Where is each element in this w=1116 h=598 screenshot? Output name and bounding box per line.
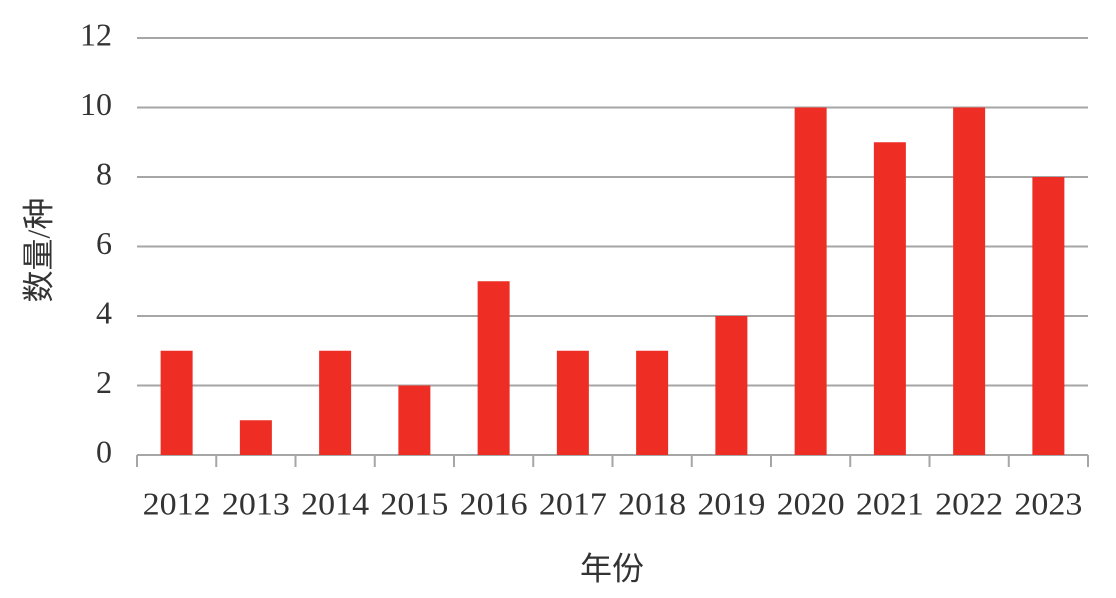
x-tick-label: 2012 xyxy=(143,485,211,521)
y-tick-label: 8 xyxy=(96,155,112,191)
x-tick-label: 2016 xyxy=(460,485,528,521)
bar xyxy=(953,107,986,455)
y-tick-label: 4 xyxy=(96,294,112,330)
bar xyxy=(556,350,589,455)
bar xyxy=(636,350,669,455)
x-tick-label: 2014 xyxy=(301,485,369,521)
y-tick-label: 12 xyxy=(80,16,112,52)
y-axis-title: 数量/种 xyxy=(20,198,56,303)
x-tick-label: 2021 xyxy=(856,485,924,521)
bar xyxy=(160,350,193,455)
y-tick-label: 10 xyxy=(80,86,112,122)
bar xyxy=(1032,177,1065,455)
x-tick-label: 2023 xyxy=(1014,485,1082,521)
bar xyxy=(477,281,510,455)
y-tick-label: 6 xyxy=(96,225,112,261)
x-tick-label: 2017 xyxy=(539,485,607,521)
x-tick-label: 2020 xyxy=(777,485,845,521)
x-tick-label: 2013 xyxy=(222,485,290,521)
y-tick-label: 2 xyxy=(96,364,112,400)
bar xyxy=(319,350,352,455)
bar xyxy=(239,420,272,455)
x-tick-label: 2019 xyxy=(697,485,765,521)
y-tick-label: 0 xyxy=(96,433,112,469)
bar xyxy=(873,142,906,455)
x-tick-label: 2022 xyxy=(935,485,1003,521)
bar xyxy=(794,107,827,455)
x-axis-title: 年份 xyxy=(580,550,644,586)
bar xyxy=(398,385,431,455)
bar xyxy=(715,316,748,455)
x-tick-label: 2018 xyxy=(618,485,686,521)
x-tick-label: 2015 xyxy=(380,485,448,521)
